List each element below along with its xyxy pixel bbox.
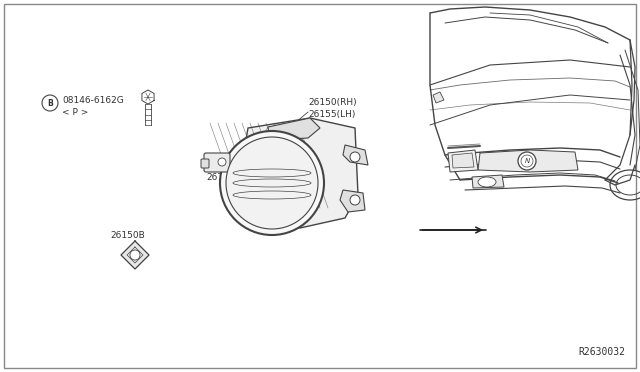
Text: < P >: < P >: [62, 108, 88, 116]
Ellipse shape: [478, 177, 496, 187]
Text: R2630032: R2630032: [578, 347, 625, 357]
Text: N: N: [524, 158, 530, 164]
Circle shape: [518, 152, 536, 170]
Polygon shape: [472, 175, 504, 188]
Text: B: B: [47, 99, 53, 108]
Polygon shape: [433, 92, 444, 103]
Circle shape: [350, 195, 360, 205]
Polygon shape: [343, 145, 368, 165]
Text: 26155(LH): 26155(LH): [308, 109, 355, 119]
Circle shape: [218, 158, 226, 166]
Circle shape: [350, 152, 360, 162]
Polygon shape: [340, 190, 365, 212]
Polygon shape: [268, 118, 320, 140]
FancyBboxPatch shape: [204, 153, 230, 172]
Polygon shape: [121, 241, 149, 269]
Circle shape: [220, 131, 324, 235]
Text: 26150B: 26150B: [110, 231, 145, 240]
Polygon shape: [452, 153, 474, 168]
Circle shape: [130, 250, 140, 260]
Polygon shape: [478, 150, 578, 172]
Polygon shape: [448, 150, 478, 172]
Text: 26150(RH): 26150(RH): [308, 97, 356, 106]
FancyBboxPatch shape: [201, 159, 209, 168]
Text: 26719: 26719: [206, 173, 235, 182]
Text: 08146-6162G: 08146-6162G: [62, 96, 124, 105]
Polygon shape: [240, 118, 358, 228]
Circle shape: [226, 137, 318, 229]
Polygon shape: [142, 90, 154, 104]
